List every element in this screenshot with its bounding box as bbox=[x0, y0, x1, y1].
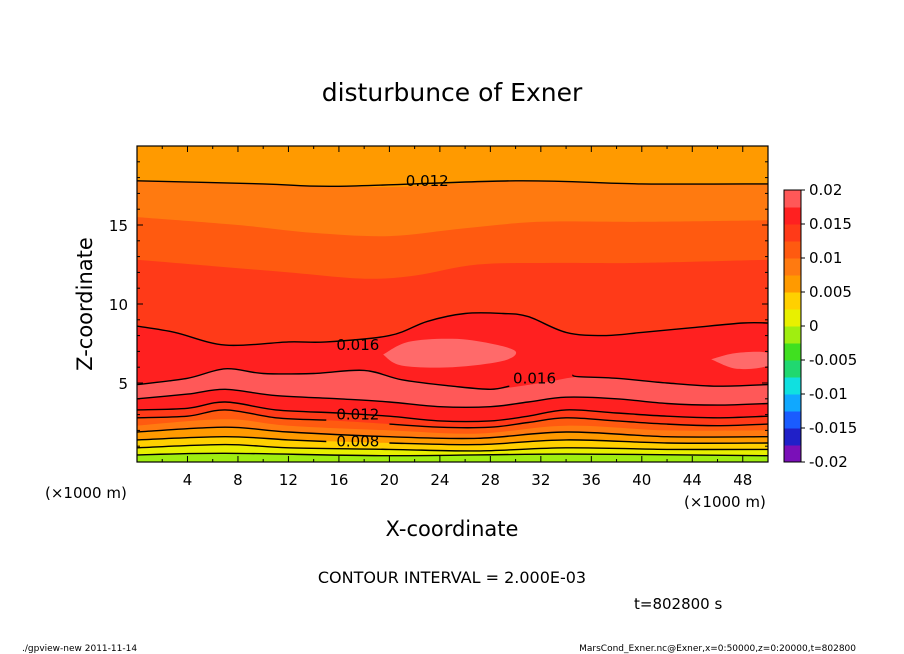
colorbar-tick-label-8: -0.02 bbox=[809, 453, 848, 471]
contour-label-0: 0.012 bbox=[406, 172, 449, 190]
contour-line-1 bbox=[137, 312, 768, 347]
colorbar-segment-0 bbox=[784, 445, 801, 463]
contour-label-2: 0.016 bbox=[513, 369, 556, 387]
colorbar-tick-label-6: -0.01 bbox=[809, 385, 848, 403]
colorbar bbox=[784, 190, 801, 463]
colorbar-segment-9 bbox=[784, 292, 801, 310]
contour-line-9 bbox=[137, 435, 327, 443]
x-axis-ticks: 4 8 12 16 20 24 28 32 36 40 44 48 bbox=[161, 146, 752, 489]
contour-label-4: 0.008 bbox=[336, 432, 379, 450]
x-tick-label-11: 48 bbox=[733, 471, 752, 489]
colorbar-segment-15 bbox=[784, 190, 801, 208]
contour-band-13 bbox=[137, 453, 768, 462]
y-tick-label-2: 15 bbox=[109, 217, 128, 235]
colorbar-segment-3 bbox=[784, 394, 801, 412]
colorbar-segment-7 bbox=[784, 326, 801, 344]
contour-line-3 bbox=[572, 374, 768, 387]
colorbar-tick-label-5: -0.005 bbox=[809, 351, 857, 369]
contour-fills bbox=[137, 146, 768, 462]
colorbar-tick-label-1: 0.015 bbox=[809, 215, 852, 233]
y-axis-label: Z-coordinate bbox=[73, 237, 97, 371]
chart-title: disturbunce of Exner bbox=[322, 78, 583, 107]
contour-line-8 bbox=[137, 426, 768, 440]
x-tick-label-1: 8 bbox=[233, 471, 243, 489]
contour-line-11 bbox=[137, 443, 768, 452]
colorbar-tick-label-2: 0.01 bbox=[809, 249, 842, 267]
colorbar-tick-label-4: 0 bbox=[809, 317, 819, 335]
colorbar-segment-1 bbox=[784, 428, 801, 446]
x-tick-label-3: 16 bbox=[329, 471, 348, 489]
contour-line-12 bbox=[137, 452, 768, 457]
colorbar-tick-label-0: 0.02 bbox=[809, 181, 842, 199]
x-tick-label-10: 44 bbox=[683, 471, 702, 489]
y-axis-ticks: 5 10 15 bbox=[109, 161, 768, 447]
x-tick-label-2: 12 bbox=[279, 471, 298, 489]
colorbar-segment-11 bbox=[784, 258, 801, 276]
contour-line-6 bbox=[137, 409, 327, 421]
x-tick-label-0: 4 bbox=[183, 471, 193, 489]
colorbar-segment-4 bbox=[784, 377, 801, 395]
contour-line-2 bbox=[137, 368, 510, 391]
colorbar-segment-12 bbox=[784, 241, 801, 259]
colorbar-segment-5 bbox=[784, 360, 801, 378]
x-tick-label-9: 40 bbox=[632, 471, 651, 489]
x-unit-label: (×1000 m) bbox=[684, 493, 766, 511]
colorbar-segment-14 bbox=[784, 207, 801, 225]
x-tick-label-6: 28 bbox=[481, 471, 500, 489]
x-tick-label-5: 24 bbox=[430, 471, 449, 489]
contour-blob-1 bbox=[711, 351, 768, 370]
y-tick-label-1: 10 bbox=[109, 296, 128, 314]
contour-line-0 bbox=[137, 180, 768, 188]
colorbar-ticks: 0.02 0.015 0.01 0.005 0 -0.005 -0.01 -0.015 -0.0… bbox=[801, 181, 857, 471]
y-unit-label: (×1000 m) bbox=[45, 484, 127, 502]
footer-left: ./gpview-new 2011-11-14 bbox=[22, 644, 137, 654]
contour-lines bbox=[137, 180, 768, 457]
y-tick-label-0: 5 bbox=[118, 375, 128, 393]
colorbar-segment-13 bbox=[784, 224, 801, 242]
colorbar-segment-6 bbox=[784, 343, 801, 361]
x-axis-label: X-coordinate bbox=[386, 517, 519, 541]
colorbar-tick-label-7: -0.015 bbox=[809, 419, 857, 437]
contour-line-5 bbox=[137, 401, 768, 423]
x-tick-label-4: 20 bbox=[380, 471, 399, 489]
contour-line-7 bbox=[389, 417, 768, 429]
contour-label-1: 0.016 bbox=[336, 336, 379, 354]
contour-label-3: 0.012 bbox=[336, 406, 379, 424]
contour-line-10 bbox=[389, 439, 768, 446]
contour-interval-text: CONTOUR INTERVAL = 2.000E-03 bbox=[318, 568, 586, 587]
contour-line-4 bbox=[137, 388, 768, 408]
footer-right: MarsCond_Exner.nc@Exner,x=0:50000,z=0:20… bbox=[579, 644, 856, 654]
contour-blob-0 bbox=[383, 338, 517, 368]
colorbar-segment-8 bbox=[784, 309, 801, 327]
colorbar-segment-10 bbox=[784, 275, 801, 293]
colorbar-tick-label-3: 0.005 bbox=[809, 283, 852, 301]
x-tick-label-8: 36 bbox=[582, 471, 601, 489]
time-text: t=802800 s bbox=[634, 595, 722, 613]
colorbar-segment-2 bbox=[784, 411, 801, 429]
contour-labels: 0.012 0.016 0.016 0.012 0.008 bbox=[336, 172, 556, 451]
x-tick-label-7: 32 bbox=[531, 471, 550, 489]
